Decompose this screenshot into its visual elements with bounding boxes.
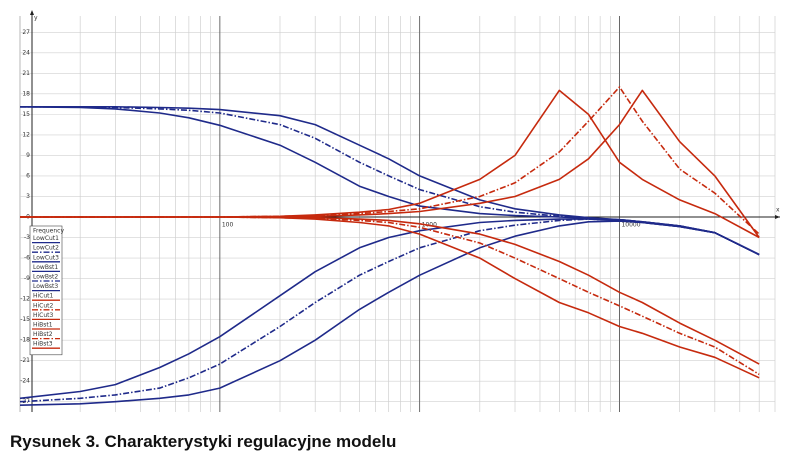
x-tick-label: 100 xyxy=(222,222,234,229)
series-line xyxy=(20,86,760,235)
legend-label: HiCut2 xyxy=(33,302,54,309)
y-tick-label: -3 xyxy=(24,234,30,241)
y-tick-label: 3 xyxy=(26,193,30,200)
x-axis-label: x xyxy=(776,207,780,214)
y-tick-label: 9 xyxy=(26,152,30,159)
legend-label: LowCut2 xyxy=(33,245,59,252)
legend-title: Frequency xyxy=(33,228,64,235)
series-line xyxy=(19,220,760,406)
legend-label: HiBst1 xyxy=(33,322,53,329)
y-axis-arrow xyxy=(30,10,34,15)
y-tick-label: -15 xyxy=(20,316,30,323)
y-tick-label: -21 xyxy=(20,357,30,364)
x-tick-label: 10000 xyxy=(621,222,640,229)
series-line xyxy=(20,216,760,379)
series-line xyxy=(20,106,760,256)
x-axis-arrow xyxy=(775,215,780,219)
legend-label: LowBst1 xyxy=(33,264,58,271)
legend-label: LowCut1 xyxy=(33,235,59,242)
y-tick-label: 18 xyxy=(22,90,30,97)
series-line xyxy=(19,218,760,403)
legend-label: HiBst2 xyxy=(33,331,53,338)
y-tick-label: 24 xyxy=(22,49,30,56)
y-axis-label: y xyxy=(34,15,38,22)
legend-label: HiCut3 xyxy=(33,312,54,319)
y-tick-label: -24 xyxy=(20,378,30,385)
chart: y x 2724211815129630-3-6-9-12-15-18-21-2… xyxy=(19,10,780,412)
y-tick-label: -12 xyxy=(20,296,30,303)
series-line xyxy=(20,216,760,376)
series-line xyxy=(20,89,760,239)
series-line xyxy=(20,89,760,238)
y-tick-label: 6 xyxy=(26,172,30,179)
series-line xyxy=(19,218,760,400)
y-tick-label: 12 xyxy=(22,131,30,138)
caption: Rysunek 3. Charakterystyki regulacyjne m… xyxy=(10,432,397,451)
series-line xyxy=(20,216,760,365)
legend-label: HiCut1 xyxy=(33,293,54,300)
y-tick-label: -18 xyxy=(20,337,30,344)
legend-label: LowBst2 xyxy=(33,274,58,281)
y-tick-label: 27 xyxy=(22,29,30,36)
y-tick-label: 15 xyxy=(22,111,30,118)
y-tick-label: -6 xyxy=(24,255,30,262)
y-tick-label: -9 xyxy=(24,275,30,282)
legend-label: LowBst3 xyxy=(33,283,58,290)
legend-label: LowCut3 xyxy=(33,254,59,261)
legend-label: HiBst3 xyxy=(33,341,53,348)
y-tick-label: 21 xyxy=(22,70,30,77)
